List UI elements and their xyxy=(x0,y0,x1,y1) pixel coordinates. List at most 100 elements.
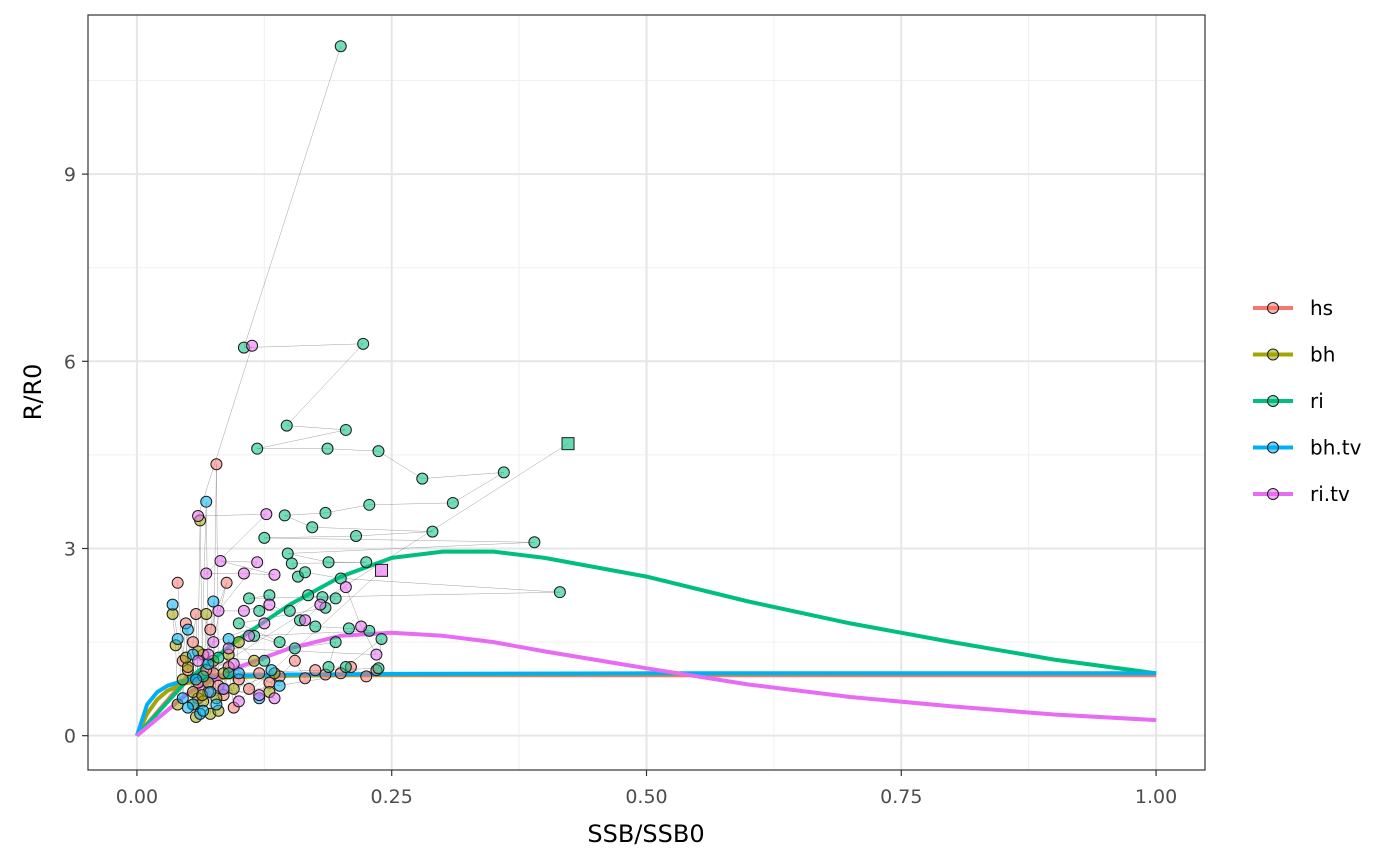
point-ri xyxy=(416,472,429,485)
point-bh xyxy=(176,673,189,686)
y-tick-label: 9 xyxy=(64,164,76,186)
point-ri xyxy=(372,445,385,458)
point-ri.tv xyxy=(192,654,205,667)
point-ri xyxy=(285,557,298,570)
point-hs xyxy=(299,672,312,685)
point-bh.tv xyxy=(204,686,217,699)
point-ri xyxy=(372,662,385,675)
point-ri.tv xyxy=(314,598,327,611)
y-tick-label: 6 xyxy=(64,351,76,373)
point-bh.tv xyxy=(166,598,179,611)
point-ri.tv xyxy=(232,695,245,708)
data-points xyxy=(166,40,575,723)
y-tick-label: 0 xyxy=(64,726,76,748)
point-bh xyxy=(232,636,245,649)
point-ri xyxy=(446,496,459,509)
point-bh.tv xyxy=(197,704,210,717)
point-ri xyxy=(329,592,342,605)
point-ri xyxy=(253,604,266,617)
point-hs xyxy=(190,608,203,621)
point-bh.tv xyxy=(181,701,194,714)
point-ri.tv xyxy=(258,617,271,630)
curve-ri xyxy=(135,549,1157,738)
legend-key-point xyxy=(1267,441,1279,454)
point-ri.tv xyxy=(268,568,281,581)
point-ri.tv xyxy=(227,657,240,670)
point-ri xyxy=(280,419,293,432)
point-ri xyxy=(426,525,439,538)
legend-label: ri.tv xyxy=(1310,482,1350,506)
point-ri.tv xyxy=(214,554,227,567)
point-ri xyxy=(281,547,294,560)
point-hs xyxy=(204,623,217,636)
legend-item-hs: hs xyxy=(1253,296,1333,320)
x-tick-label: 0.00 xyxy=(116,786,158,808)
point-ri.tv xyxy=(299,614,312,627)
point-ri xyxy=(329,636,342,649)
x-axis: 0.00 0.25 0.50 0.75 1.00 xyxy=(116,770,1177,808)
point-ri xyxy=(258,531,271,544)
point-hs xyxy=(220,576,233,589)
point-ri.tv xyxy=(263,598,276,611)
point-bh.tv xyxy=(232,667,245,680)
point-bh xyxy=(227,682,240,695)
y-tick-label: 3 xyxy=(64,538,76,560)
point-ri xyxy=(339,423,352,436)
point-ri.tv xyxy=(355,620,368,633)
point-bh.tv xyxy=(207,595,220,608)
point-ri.tv xyxy=(202,648,215,661)
point-bh xyxy=(248,654,261,667)
point-ri xyxy=(288,642,301,655)
point-ri xyxy=(258,654,271,667)
point-ri xyxy=(350,530,363,543)
x-tick-label: 0.25 xyxy=(371,786,413,808)
point-hs xyxy=(309,664,322,677)
point-ri xyxy=(334,572,347,585)
grid-major xyxy=(88,15,1205,770)
legend-item-ri.tv: ri.tv xyxy=(1253,482,1350,506)
point-ri.tv xyxy=(251,556,264,569)
point-ri.tv xyxy=(237,567,250,580)
point-bh.tv xyxy=(181,623,194,636)
point-ri.tv xyxy=(222,642,235,655)
legend-key-point xyxy=(1267,395,1279,407)
point-bh.tv xyxy=(176,692,189,705)
legend-key-point xyxy=(1267,348,1279,361)
point-bh.tv xyxy=(200,495,213,508)
point-hs xyxy=(288,654,301,667)
point-ri.tv xyxy=(370,648,383,661)
point-ri xyxy=(302,589,315,602)
point-ri.tv xyxy=(243,629,256,642)
point-ri xyxy=(363,498,376,511)
legend-label: bh.tv xyxy=(1310,436,1362,460)
point-hs xyxy=(253,667,266,680)
point-ri xyxy=(553,586,566,599)
legend-label: hs xyxy=(1310,296,1333,320)
point-ri.tv xyxy=(260,508,273,521)
point-bh.tv xyxy=(210,698,223,711)
point-ri.tv xyxy=(200,567,213,580)
point-ri xyxy=(497,466,510,479)
point-ri xyxy=(273,636,286,649)
y-axis: 0 3 6 9 xyxy=(64,164,88,748)
point-ri xyxy=(375,632,388,645)
point-ri xyxy=(283,604,296,617)
point-ri xyxy=(309,620,322,633)
x-tick-label: 0.75 xyxy=(880,786,922,808)
point-ri xyxy=(299,566,312,579)
point-ri.tv xyxy=(253,689,266,702)
point-ri xyxy=(357,337,370,350)
x-tick-label: 1.00 xyxy=(1135,786,1177,808)
point-hs xyxy=(186,636,199,649)
point-bh.tv xyxy=(171,632,184,645)
point-ri.tv xyxy=(217,682,230,695)
x-tick-label: 0.50 xyxy=(625,786,667,808)
x-axis-title: SSB/SSB0 xyxy=(587,820,704,848)
point-bh.tv xyxy=(273,679,286,692)
legend-label: bh xyxy=(1310,343,1335,367)
point-ri xyxy=(232,617,245,630)
point-ri xyxy=(342,622,355,635)
legend: hs bh ri bh.tv ri.tv xyxy=(1253,296,1362,506)
last-point-ri.tv xyxy=(375,563,389,577)
